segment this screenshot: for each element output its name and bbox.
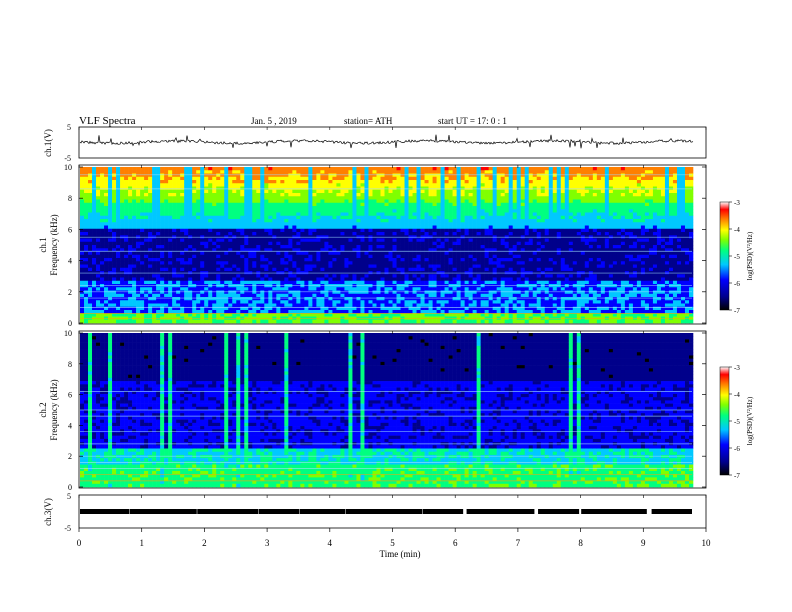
ch3-ylabel: ch.3(V) — [43, 498, 53, 526]
time-axis-label: Time (min) — [380, 549, 421, 559]
ch1-ytick-top: 5 — [67, 123, 71, 132]
time-tick-3: 3 — [265, 538, 270, 548]
freq-tick-10: 10 — [64, 329, 72, 338]
colorbar-tick--6: -6 — [734, 445, 740, 453]
freq-tick-4: 4 — [68, 257, 72, 266]
time-tick-5: 5 — [390, 538, 395, 548]
ch2-freq-ticks: 0 2 4 6 8 10 — [64, 329, 706, 492]
freq-tick-6: 6 — [68, 391, 72, 400]
ch2-freq-ylabel: Frequency (kHz) — [49, 379, 59, 440]
freq-tick-10: 10 — [64, 163, 72, 172]
ch3-waveform-panel: 5 -5 ch.3(V) — [43, 492, 707, 533]
freq-tick-6: 6 — [68, 225, 72, 234]
colorbar-tick--3: -3 — [734, 199, 740, 207]
time-tick-7: 7 — [516, 538, 521, 548]
colorbar-tick--6: -6 — [734, 280, 740, 288]
time-axis: 0 1 2 3 4 5 6 7 8 9 10 — [77, 127, 711, 548]
ch1-waveform-panel: 5 -5 ch.1(V) — [43, 123, 707, 163]
ch1-colorbar: -3 -4 -5 -6 -7 log(PSD)(V²/Hz) — [719, 199, 754, 315]
time-tick-9: 9 — [641, 538, 646, 548]
freq-tick-8: 8 — [68, 360, 72, 369]
freq-tick-0: 0 — [68, 319, 72, 328]
ch1-spectrogram-image — [80, 167, 694, 324]
ch1-colorbar-label: log(PSD)(V²/Hz) — [746, 231, 754, 280]
ch2-colorbar-label: log(PSD)(V²/Hz) — [746, 396, 754, 445]
ch2-spectrogram-image — [80, 333, 694, 488]
colorbar-tick--5: -5 — [734, 253, 740, 261]
ch1-waveform-line — [79, 134, 694, 149]
ch1-freq-ticks: 0 2 4 6 8 10 — [64, 163, 706, 328]
freq-tick-8: 8 — [68, 194, 72, 203]
time-tick-8: 8 — [578, 538, 583, 548]
colorbar-tick--3: -3 — [734, 364, 740, 372]
ch1-channel-label: ch.1 — [38, 237, 48, 252]
ch2-spectrogram-panel: 0 2 4 6 8 10 ch.2 Frequency (kHz) — [38, 329, 707, 492]
freq-tick-2: 2 — [68, 288, 72, 297]
time-tick-6: 6 — [453, 538, 458, 548]
figure-title: VLF Spectra — [79, 115, 136, 127]
ch1-ytick-bottom: -5 — [64, 154, 71, 163]
ch3-ytick-bottom: -5 — [64, 524, 71, 533]
freq-tick-4: 4 — [68, 421, 72, 430]
colorbar-tick--4: -4 — [734, 391, 740, 399]
time-tick-2: 2 — [202, 538, 207, 548]
ch2-colorbar: -3 -4 -5 -6 -7 log(PSD)(V²/Hz) — [719, 364, 754, 480]
ch1-spectrogram-panel: 0 2 4 6 8 10 ch.1 Frequency (kHz) — [38, 163, 707, 328]
ch2-colorbar-ticks: -3 -4 -5 -6 -7 — [729, 364, 740, 480]
station-label: station= ATH — [344, 116, 393, 126]
date-label: Jan. 5 , 2019 — [251, 116, 297, 126]
time-tick-10: 10 — [702, 538, 712, 548]
ch1-ylabel: ch.1(V) — [43, 129, 53, 157]
ch1-colorbar-ticks: -3 -4 -5 -6 -7 — [729, 199, 740, 315]
ch3-waveform-line — [80, 509, 692, 514]
freq-tick-0: 0 — [68, 483, 72, 492]
freq-tick-2: 2 — [68, 452, 72, 461]
colorbar-tick--7: -7 — [734, 472, 740, 480]
ch2-channel-label: ch.2 — [38, 402, 48, 417]
time-tick-4: 4 — [328, 538, 333, 548]
ch1-freq-ylabel: Frequency (kHz) — [49, 214, 59, 275]
colorbar-tick--5: -5 — [734, 418, 740, 426]
ch3-ytick-top: 5 — [67, 492, 71, 501]
start-ut-label: start UT = 17: 0 : 1 — [438, 116, 507, 126]
colorbar-tick--4: -4 — [734, 226, 740, 234]
time-tick-1: 1 — [139, 538, 144, 548]
time-tick-0: 0 — [77, 538, 82, 548]
colorbar-tick--7: -7 — [734, 307, 740, 315]
